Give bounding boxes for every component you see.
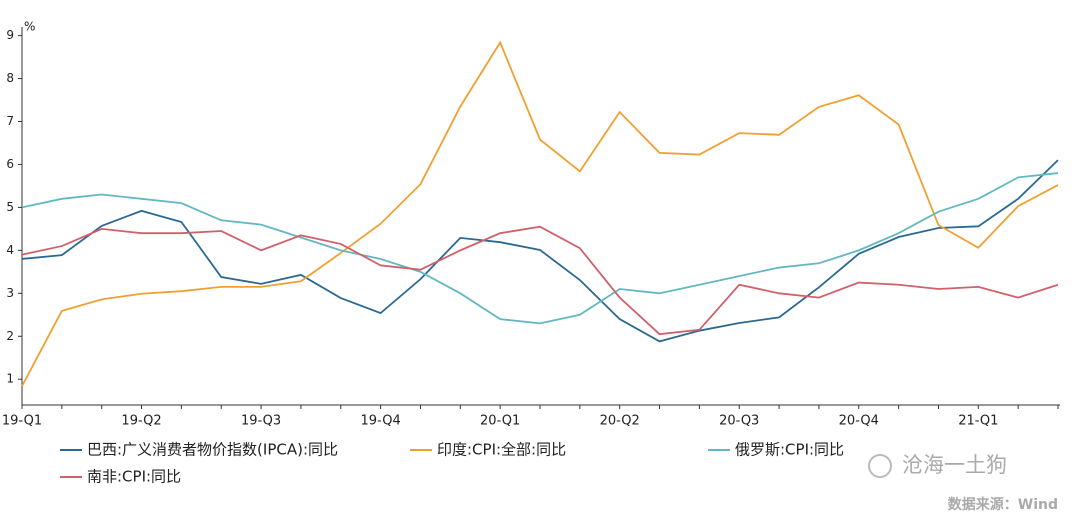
y-tick-label: 5 [6,200,14,214]
y-unit: % [24,20,35,34]
y-tick-label: 9 [6,28,14,42]
x-tick-label: 20-Q3 [719,414,759,429]
legend-label: 俄罗斯:CPI:同比 [735,441,844,459]
watermark-icon [868,454,892,478]
y-tick-label: 4 [6,243,14,257]
legend-label: 南非:CPI:同比 [87,468,181,486]
x-tick-label: 21-Q1 [958,414,998,429]
y-tick-label: 2 [6,329,14,343]
watermark-text: 沧海一土狗 [902,453,1007,477]
series-line [21,225,1059,336]
x-tick-label: 20-Q4 [839,414,879,429]
x-tick-label: 19-Q3 [241,414,281,429]
x-tick-label: 20-Q2 [600,414,640,429]
series-line [21,159,1059,343]
source: 数据来源：Wind [948,496,1058,513]
y-tick-label: 3 [6,286,14,300]
watermark: 沧海一土狗 [868,453,1007,478]
x-tick-label: 20-Q1 [480,414,520,429]
x-tick-label: 19-Q4 [361,414,401,429]
y-tick-label: 1 [6,372,14,386]
y-tick-label: 6 [6,157,14,171]
series-line [21,40,1059,387]
series-line [21,172,1059,325]
x-tick-label: 19-Q2 [121,414,161,429]
legend-label: 巴西:广义消费者物价指数(IPCA):同比 [87,441,338,459]
x-tick-label: 19-Q1 [2,414,42,429]
y-tick-label: 8 [6,71,14,85]
legend-label: 印度:CPI:全部:同比 [437,441,566,459]
y-tick-label: 7 [6,114,14,128]
